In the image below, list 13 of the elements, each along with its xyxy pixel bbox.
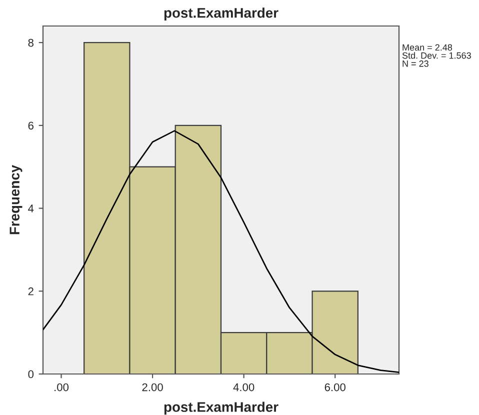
chart-title: post.ExamHarder [164, 8, 278, 21]
x-axis-title: post.ExamHarder [164, 402, 278, 415]
y-tick-label: 0 [28, 370, 34, 378]
text: Mean = 2.48 Std. Dev. = 1.563 N = 23 [402, 44, 471, 67]
x-tick-label: .00 [54, 383, 69, 392]
x-tick-label: 4.00 [233, 383, 254, 392]
y-tick-label: 8 [28, 38, 34, 47]
y-tick-label: 2 [28, 287, 34, 296]
y-tick-label: 6 [28, 122, 34, 130]
y-tick-label: 4 [28, 204, 34, 212]
y-axis-title: Frequency [10, 164, 22, 234]
x-tick-label: 2.00 [142, 383, 163, 392]
x-tick-label: 6.00 [324, 383, 346, 392]
